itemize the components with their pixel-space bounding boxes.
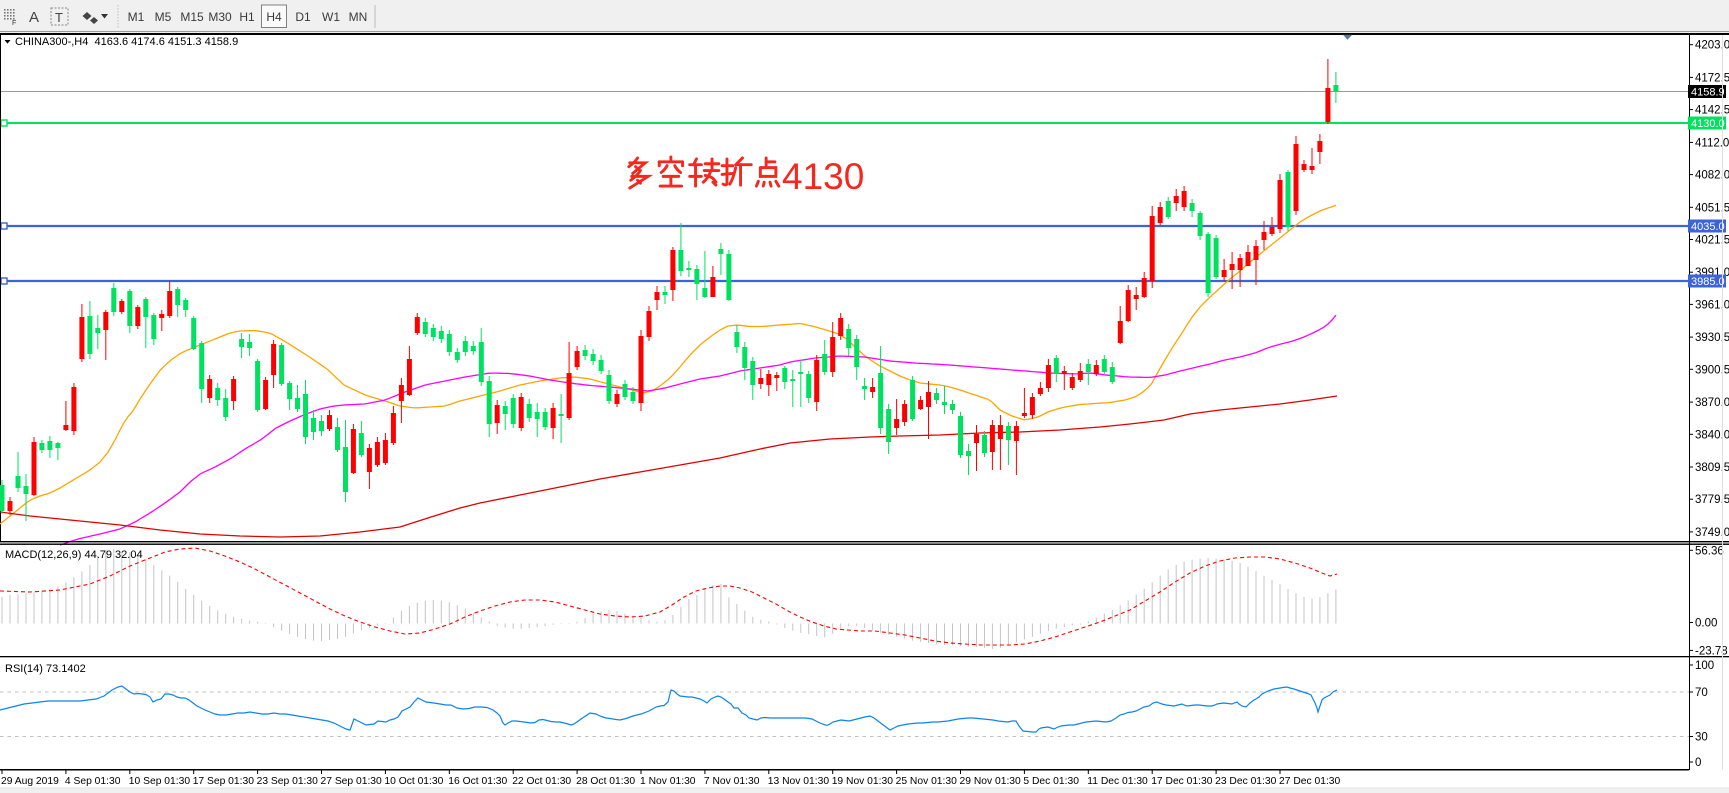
svg-text:100: 100 xyxy=(1695,660,1714,672)
svg-text:H4: H4 xyxy=(266,10,282,24)
svg-text:11 Dec 01:30: 11 Dec 01:30 xyxy=(1087,776,1148,787)
svg-text:10 Sep 01:30: 10 Sep 01:30 xyxy=(129,776,191,787)
svg-text:F: F xyxy=(12,20,16,27)
svg-text:W1: W1 xyxy=(322,10,340,24)
svg-text:RSI(14) 73.1402: RSI(14) 73.1402 xyxy=(5,663,86,675)
svg-text:30: 30 xyxy=(1695,732,1708,744)
svg-text:29 Aug 2019: 29 Aug 2019 xyxy=(1,776,59,787)
svg-text:4051.5: 4051.5 xyxy=(1695,202,1729,214)
svg-text:17 Dec 01:30: 17 Dec 01:30 xyxy=(1151,776,1213,787)
svg-text:4203.0: 4203.0 xyxy=(1695,40,1729,52)
svg-text:3900.5: 3900.5 xyxy=(1695,364,1729,376)
svg-text:M30: M30 xyxy=(208,10,232,24)
svg-text:17 Sep 01:30: 17 Sep 01:30 xyxy=(193,776,255,787)
svg-text:25 Nov 01:30: 25 Nov 01:30 xyxy=(896,776,958,787)
svg-text:23 Dec 01:30: 23 Dec 01:30 xyxy=(1215,776,1277,787)
svg-text:70: 70 xyxy=(1695,687,1708,699)
svg-text:0.00: 0.00 xyxy=(1695,618,1717,630)
svg-text:22 Oct 01:30: 22 Oct 01:30 xyxy=(512,776,571,787)
svg-text:4172.5: 4172.5 xyxy=(1695,72,1729,84)
svg-text:19 Nov 01:30: 19 Nov 01:30 xyxy=(832,776,894,787)
svg-text:MACD(12,26,9) 44.79 32.04: MACD(12,26,9) 44.79 32.04 xyxy=(5,549,143,561)
svg-text:M5: M5 xyxy=(155,10,172,24)
svg-text:7 Nov 01:30: 7 Nov 01:30 xyxy=(704,776,760,787)
svg-text:3749.0: 3749.0 xyxy=(1695,527,1729,539)
svg-text:3930.5: 3930.5 xyxy=(1695,332,1729,344)
svg-text:23 Sep 01:30: 23 Sep 01:30 xyxy=(257,776,319,787)
svg-text:3779.5: 3779.5 xyxy=(1695,494,1729,506)
svg-text:4112.0: 4112.0 xyxy=(1695,137,1729,149)
svg-text:28 Oct 01:30: 28 Oct 01:30 xyxy=(576,776,635,787)
svg-text:4142.5: 4142.5 xyxy=(1695,105,1729,117)
svg-text:MN: MN xyxy=(349,10,368,24)
svg-text:H1: H1 xyxy=(239,10,255,24)
svg-text:4021.5: 4021.5 xyxy=(1695,235,1729,247)
svg-text:T: T xyxy=(55,10,63,25)
svg-text:27 Sep 01:30: 27 Sep 01:30 xyxy=(321,776,383,787)
svg-text:3870.0: 3870.0 xyxy=(1695,397,1729,409)
svg-text:5 Dec 01:30: 5 Dec 01:30 xyxy=(1023,776,1079,787)
svg-text:CHINA300-,H4 4163.6 4174.6 41: CHINA300-,H4 4163.6 4174.6 4151.3 4158.9 xyxy=(15,36,238,48)
svg-text:3809.5: 3809.5 xyxy=(1695,462,1729,474)
svg-text:3961.0: 3961.0 xyxy=(1695,299,1729,311)
svg-text:D1: D1 xyxy=(295,10,311,24)
svg-text:27 Dec 01:30: 27 Dec 01:30 xyxy=(1279,776,1341,787)
svg-text:4035.0: 4035.0 xyxy=(1691,221,1725,233)
svg-text:4130: 4130 xyxy=(782,156,864,197)
svg-text:M1: M1 xyxy=(128,10,145,24)
svg-text:3985.0: 3985.0 xyxy=(1691,276,1725,288)
svg-text:A: A xyxy=(29,9,39,26)
svg-text:M15: M15 xyxy=(180,10,204,24)
svg-text:4158.9: 4158.9 xyxy=(1691,87,1725,99)
svg-text:0: 0 xyxy=(1695,757,1701,769)
svg-text:1 Nov 01:30: 1 Nov 01:30 xyxy=(640,776,696,787)
svg-text:3840.0: 3840.0 xyxy=(1695,429,1729,441)
svg-text:4082.0: 4082.0 xyxy=(1695,170,1729,182)
svg-text:10 Oct 01:30: 10 Oct 01:30 xyxy=(384,776,443,787)
svg-text:56.36: 56.36 xyxy=(1695,545,1724,557)
svg-text:-23.78: -23.78 xyxy=(1695,645,1728,657)
svg-text:16 Oct 01:30: 16 Oct 01:30 xyxy=(448,776,507,787)
svg-text:4 Sep 01:30: 4 Sep 01:30 xyxy=(65,776,121,787)
svg-text:13 Nov 01:30: 13 Nov 01:30 xyxy=(768,776,830,787)
svg-text:4130.0: 4130.0 xyxy=(1691,118,1725,130)
svg-text:29 Nov 01:30: 29 Nov 01:30 xyxy=(960,776,1022,787)
